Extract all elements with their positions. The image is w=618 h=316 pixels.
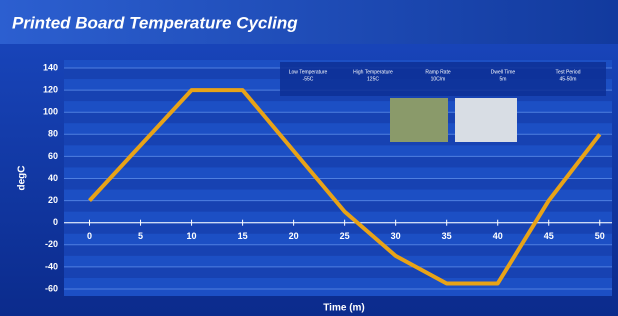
x-tick-label: 15 xyxy=(238,231,248,241)
x-tick-label: 20 xyxy=(289,231,299,241)
x-tick-label: 40 xyxy=(493,231,503,241)
annotation: -55C xyxy=(303,76,314,82)
y-tick-label: 100 xyxy=(43,107,58,117)
annotation: Dwell Time xyxy=(491,69,516,75)
x-tick-label: 35 xyxy=(442,231,452,241)
y-tick-label: 120 xyxy=(43,84,58,94)
x-tick-label: 30 xyxy=(391,231,401,241)
annotation: 45-50m xyxy=(560,76,577,82)
x-tick-label: 45 xyxy=(544,231,554,241)
y-tick-label: 0 xyxy=(53,217,58,227)
y-tick-label: 40 xyxy=(48,173,58,183)
crack-photo xyxy=(455,98,517,142)
annotation: 10C/m xyxy=(431,76,446,82)
chart-title: Printed Board Temperature Cycling xyxy=(12,13,298,32)
annotation: 125C xyxy=(367,76,379,82)
x-tick-label: 50 xyxy=(595,231,605,241)
y-tick-label: 140 xyxy=(43,62,58,72)
y-tick-label: 60 xyxy=(48,151,58,161)
x-tick-label: 10 xyxy=(187,231,197,241)
annotation: High Temperature xyxy=(353,69,393,75)
x-tick-label: 5 xyxy=(138,231,143,241)
y-tick-label: 20 xyxy=(48,195,58,205)
y-tick-label: 80 xyxy=(48,129,58,139)
x-tick-label: 0 xyxy=(87,231,92,241)
y-axis-label: degC xyxy=(17,166,28,191)
x-axis-label: Time (m) xyxy=(323,303,365,314)
annotation: Low Temperature xyxy=(289,69,328,75)
x-tick-label: 25 xyxy=(340,231,350,241)
band xyxy=(64,267,612,278)
y-tick-label: -20 xyxy=(45,239,58,249)
board-photo xyxy=(390,98,448,142)
annotation: Test Period xyxy=(555,69,580,75)
annotation: Ramp Rate xyxy=(425,69,451,75)
y-tick-label: -60 xyxy=(45,283,58,293)
band xyxy=(64,112,612,123)
band xyxy=(64,245,612,256)
annotation: 5m xyxy=(500,76,507,82)
band xyxy=(64,179,612,190)
chart: Printed Board Temperature Cycling degC T… xyxy=(0,0,618,316)
band xyxy=(64,156,612,167)
y-tick-label: -40 xyxy=(45,261,58,271)
